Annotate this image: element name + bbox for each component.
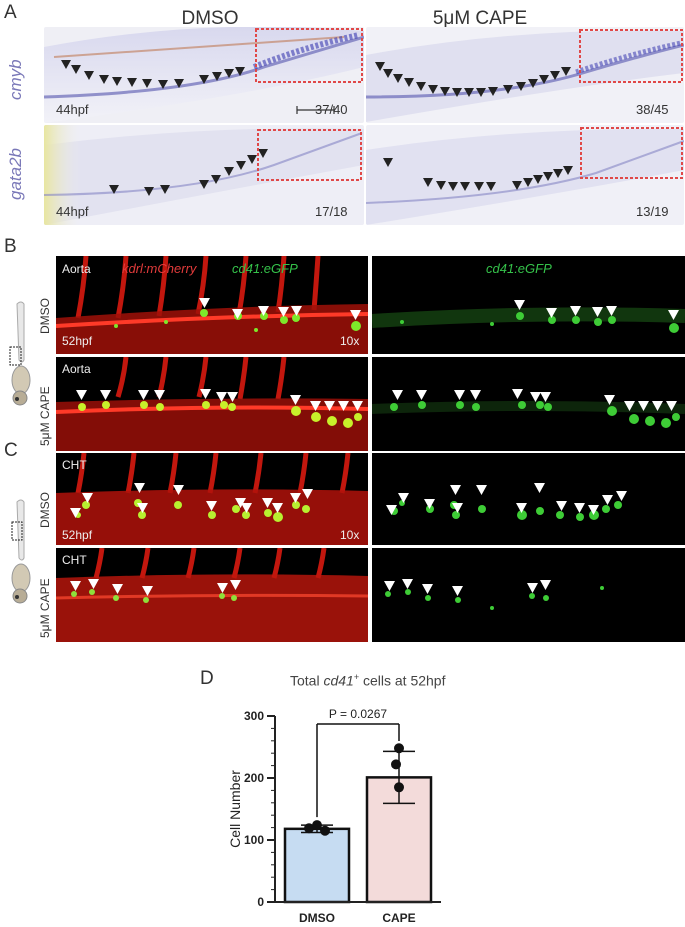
gene-label-cmyb: cmyb bbox=[6, 59, 25, 100]
gene-label-gata2b: gata2b bbox=[6, 148, 25, 200]
y-tick-label: 0 bbox=[257, 895, 264, 909]
ish-cmyb-cape bbox=[366, 27, 684, 123]
chart-title-gene: cd41 bbox=[323, 672, 354, 689]
panel-label-b: B bbox=[4, 236, 17, 257]
fluor-cht-cape-green bbox=[372, 548, 685, 642]
data-point bbox=[394, 743, 404, 754]
data-point bbox=[320, 825, 330, 836]
mag-label-c: 10x bbox=[340, 528, 360, 542]
count-gata2b-cape: 13/19 bbox=[636, 204, 669, 219]
x-tick-label: DMSO bbox=[299, 911, 335, 925]
channel-label-green-only: cd41:eGFP bbox=[486, 261, 552, 276]
col-header-cape: 5μM CAPE bbox=[432, 8, 528, 29]
stage-label-gata2b: 44hpf bbox=[56, 204, 89, 219]
row-label-c-cape: 5μM CAPE bbox=[38, 578, 52, 638]
y-tick-label: 300 bbox=[244, 709, 264, 723]
region-label-cht-cape: CHT bbox=[62, 553, 87, 567]
chart-title-pre: Total bbox=[290, 672, 324, 689]
region-label-aorta-cape: Aorta bbox=[62, 362, 91, 376]
panel-label-c: C bbox=[4, 440, 18, 461]
ish-gata2b-dmso bbox=[44, 125, 364, 225]
ish-cmyb-dmso bbox=[44, 27, 364, 123]
chart-title-post: cells at 52hpf bbox=[359, 672, 446, 689]
fluor-aorta-dmso-green bbox=[372, 256, 685, 354]
stage-label-cmyb: 44hpf bbox=[56, 102, 89, 117]
channel-label-red: kdrl:mCherry bbox=[122, 261, 197, 276]
y-axis-label: Cell Number bbox=[227, 770, 243, 848]
count-cmyb-cape: 38/45 bbox=[636, 102, 669, 117]
count-cmyb-dmso: 37/40 bbox=[315, 102, 348, 117]
fluor-cht-dmso-green bbox=[372, 453, 685, 545]
count-gata2b-dmso: 17/18 bbox=[315, 204, 348, 219]
stage-label-c: 52hpf bbox=[62, 528, 93, 542]
ish-gata2b-cape bbox=[366, 125, 684, 225]
mag-label-b: 10x bbox=[340, 334, 360, 348]
data-point bbox=[391, 759, 401, 770]
panel-label-d: D bbox=[200, 668, 214, 689]
stage-label-b: 52hpf bbox=[62, 334, 93, 348]
y-tick-label: 100 bbox=[244, 833, 264, 847]
fluor-aorta-dmso-merged bbox=[56, 256, 368, 354]
region-label-aorta-dmso: Aorta bbox=[62, 262, 91, 276]
panel-label-a: A bbox=[4, 2, 17, 23]
row-label-b-dmso: DMSO bbox=[38, 298, 52, 334]
chart-title-sup: + bbox=[353, 672, 360, 682]
bar-dmso bbox=[283, 827, 351, 904]
fluor-cht-dmso-merged bbox=[56, 453, 368, 545]
region-label-cht-dmso: CHT bbox=[62, 458, 87, 472]
data-point bbox=[304, 823, 314, 834]
fluor-cht-cape-merged bbox=[56, 548, 368, 642]
fluor-aorta-cape-merged bbox=[56, 357, 368, 451]
x-tick-label: CAPE bbox=[382, 911, 415, 925]
data-point bbox=[312, 820, 322, 831]
y-tick-label: 200 bbox=[244, 771, 264, 785]
embryo-schematic-icon-c bbox=[0, 498, 40, 608]
row-label-c-dmso: DMSO bbox=[38, 492, 52, 528]
chart-title: Total cd41+ cells at 52hpf bbox=[290, 672, 445, 689]
p-value-label: P = 0.0267 bbox=[329, 707, 387, 721]
channel-label-green: cd41:eGFP bbox=[232, 261, 298, 276]
col-header-dmso: DMSO bbox=[181, 8, 239, 29]
cell-number-bar-chart: 0 100 200 300 Cell Number DMSO CAPE P = 0.0267 bbox=[227, 707, 441, 925]
embryo-schematic-icon bbox=[0, 300, 40, 410]
data-point bbox=[394, 782, 404, 793]
fluor-aorta-cape-green bbox=[372, 357, 685, 451]
row-label-b-cape: 5μM CAPE bbox=[38, 386, 52, 446]
